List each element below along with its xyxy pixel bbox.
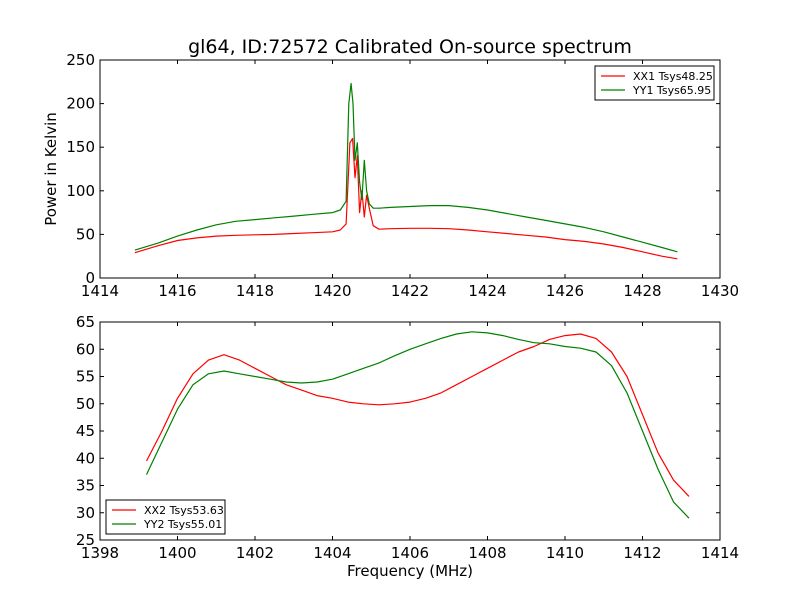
y-tick-label: 25 [76, 531, 95, 549]
x-tick-label: 1412 [623, 544, 661, 562]
x-tick-label: 1398 [81, 544, 119, 562]
y-tick-label: 60 [76, 340, 95, 358]
x-tick-label: 1408 [468, 544, 506, 562]
series-line-1-1 [134, 137, 678, 260]
y-tick-label: 200 [66, 95, 95, 113]
y-tick-label: 50 [76, 225, 95, 243]
x-tick-label: 1422 [391, 282, 429, 300]
top-y-axis-label: Power in Kelvin [42, 112, 60, 226]
x-tick-label: 1404 [313, 544, 351, 562]
series-line-1-2 [134, 82, 678, 253]
x-tick-label: 1424 [468, 282, 506, 300]
series-line-2-1 [145, 333, 690, 497]
x-tick-label: 1418 [236, 282, 274, 300]
y-tick-label: 55 [76, 368, 95, 386]
y-tick-label: 30 [76, 504, 95, 522]
y-tick-label: 100 [66, 182, 95, 200]
y-tick-label: 0 [85, 269, 95, 287]
x-tick-label: 1410 [546, 544, 584, 562]
bottom-x-axis-label: Frequency (MHz) [347, 562, 473, 580]
legend-label: YY1 Tsys65.95 [632, 84, 711, 97]
x-tick-label: 1430 [701, 282, 739, 300]
y-tick-label: 250 [66, 51, 95, 69]
legend-box [594, 65, 715, 101]
bottom-plot: 1398 1400 1402 1404 1406 1408 1410 1412 1414 25 30… [76, 313, 739, 562]
y-tick-label: 65 [76, 313, 95, 331]
legend-label: YY2 Tsys55.01 [143, 518, 222, 531]
y-tick-label: 35 [76, 477, 95, 495]
series-line-2-2 [145, 331, 690, 519]
legend-label: XX1 Tsys48.25 [633, 70, 713, 83]
y-tick-label: 45 [76, 422, 95, 440]
x-tick-label: 1414 [81, 282, 119, 300]
x-tick-label: 1428 [623, 282, 661, 300]
x-tick-label: 1426 [546, 282, 584, 300]
legend-label: XX2 Tsys53.63 [144, 504, 224, 517]
legend-box [105, 499, 226, 535]
x-tick-label: 1402 [236, 544, 274, 562]
top-plot: 1414 1416 1418 1420 1422 1424 1426 1428 1430 0 50 1… [66, 51, 739, 300]
y-tick-label: 40 [76, 449, 95, 467]
x-tick-label: 1420 [313, 282, 351, 300]
y-tick-label: 150 [66, 138, 95, 156]
y-tick-label: 50 [76, 395, 95, 413]
x-tick-label: 1416 [158, 282, 196, 300]
x-tick-label: 1414 [701, 544, 739, 562]
x-tick-label: 1400 [158, 544, 196, 562]
chart-title: gl64, ID:72572 Calibrated On-source spec… [188, 36, 632, 58]
x-tick-label: 1406 [391, 544, 429, 562]
